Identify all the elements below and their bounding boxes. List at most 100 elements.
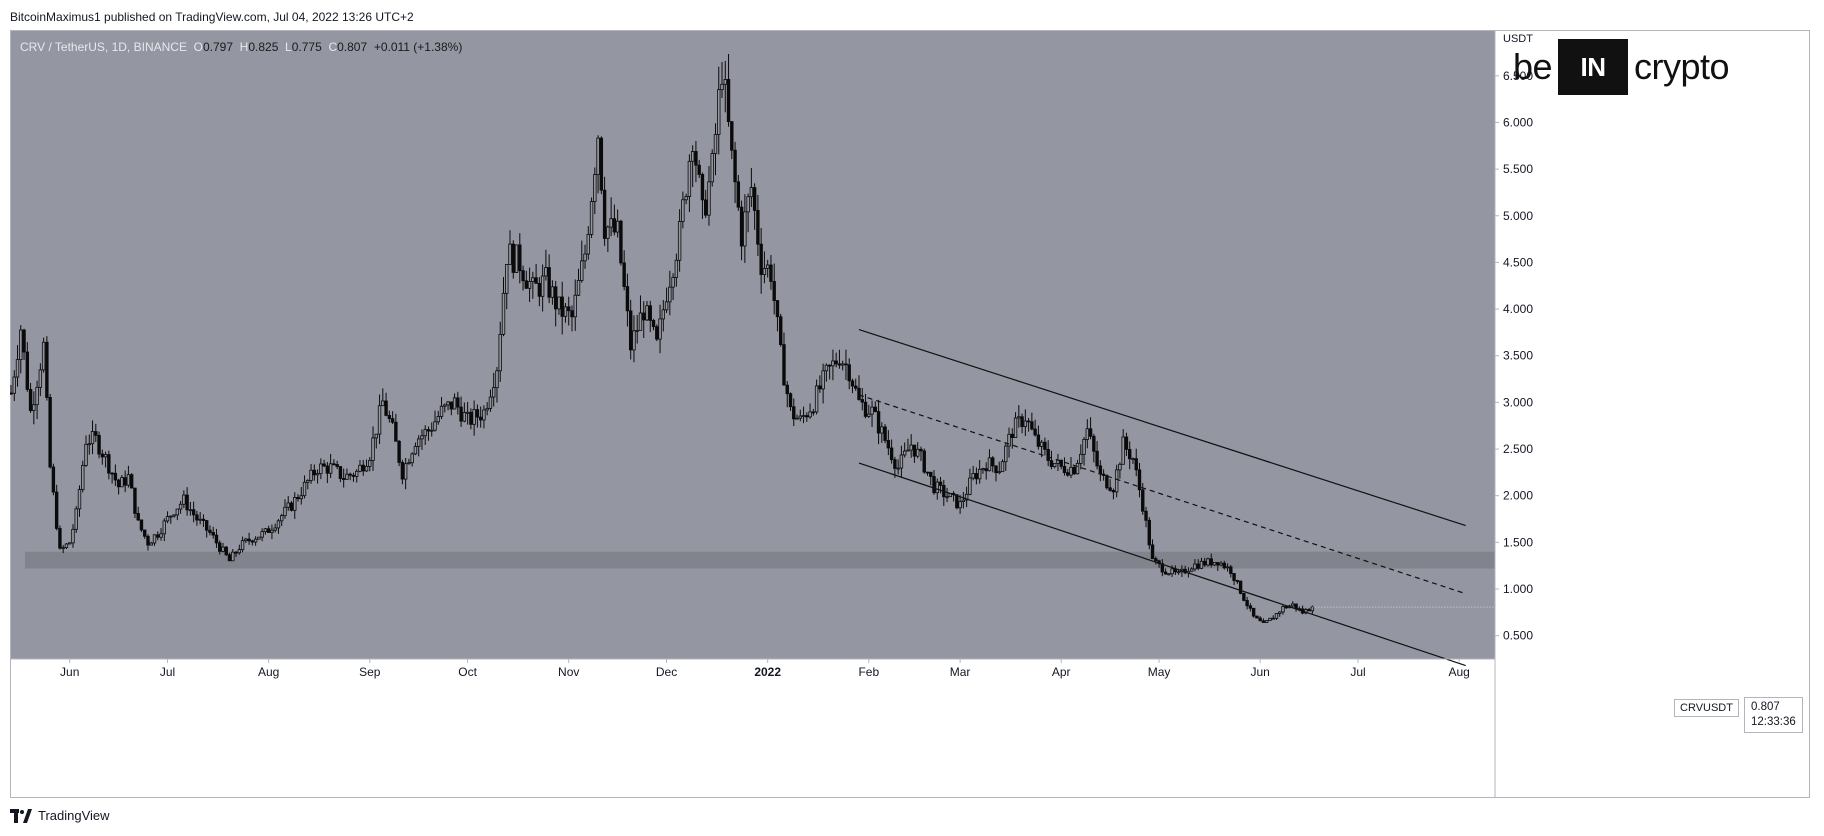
candle [632, 315, 636, 363]
candle [1082, 437, 1086, 466]
candle-body [211, 532, 215, 536]
candle [847, 358, 851, 390]
logo-text-be: be [1513, 46, 1553, 87]
tradingview-footer[interactable]: TradingView [10, 808, 110, 823]
candle [648, 300, 652, 333]
candle-body [932, 476, 936, 494]
candle-body [1229, 566, 1233, 574]
candle-body [227, 554, 232, 562]
candle-body [902, 450, 907, 456]
candle [687, 154, 692, 212]
candle-body [218, 542, 222, 552]
candle [1105, 474, 1109, 490]
candle [1251, 607, 1256, 618]
candle-body [1261, 620, 1266, 623]
candle-body [596, 137, 600, 175]
candle-body [746, 196, 750, 213]
candle [90, 420, 95, 455]
candle [260, 528, 264, 542]
candle-body [1167, 573, 1171, 576]
candle-body [1271, 617, 1275, 620]
candle-body [580, 260, 584, 281]
candle-body [234, 551, 238, 554]
candle-body [68, 542, 72, 545]
candle-body [1114, 469, 1119, 493]
candle [1134, 448, 1138, 477]
candle [925, 471, 930, 476]
candle-body [792, 406, 796, 420]
candle-body [390, 418, 395, 423]
candle-body [831, 360, 835, 367]
legend-symbol: CRV / TetherUS, 1D, BINANCE [20, 40, 187, 54]
candle-body [1291, 603, 1295, 607]
candle [593, 167, 597, 215]
candle-body [374, 433, 378, 439]
candle-body [560, 296, 564, 317]
candle [218, 540, 222, 555]
candle-body [1137, 469, 1142, 491]
candle [684, 193, 688, 205]
candle [671, 273, 675, 301]
legend-change: +0.011 (+1.38%) [373, 40, 463, 54]
candle-body [606, 226, 610, 239]
candle-body [929, 471, 933, 477]
candle [867, 404, 871, 418]
candle-body [371, 437, 375, 461]
candle-body [847, 364, 851, 382]
candle [459, 396, 463, 427]
candle [387, 410, 392, 423]
candle-body [1255, 615, 1259, 619]
time-tick-label: Aug [258, 665, 279, 679]
candle-body [1310, 606, 1315, 612]
candle-body [224, 546, 228, 556]
candlestick-chart[interactable]: 0.500 1.000 1.500 2.000 2.500 3.000 3.500 4.000… [10, 30, 1810, 798]
candle [625, 273, 630, 327]
candle-body [922, 450, 926, 473]
candle [720, 61, 724, 99]
candle [244, 537, 248, 544]
candle-body [540, 275, 545, 297]
candle [1124, 432, 1129, 457]
candle-body [759, 243, 763, 275]
candle [645, 300, 649, 321]
candle-body [1225, 566, 1230, 569]
candle-body [1203, 560, 1207, 566]
candle [266, 525, 271, 533]
candle [208, 525, 212, 536]
candle [1092, 433, 1096, 463]
legend-close-label: C [328, 40, 338, 54]
candle-body [655, 326, 659, 340]
candle [540, 264, 545, 312]
candle-body [84, 443, 88, 466]
candle-body [1216, 562, 1220, 566]
candle [394, 413, 398, 442]
candle [570, 305, 574, 332]
candle-body [782, 344, 786, 386]
candle [609, 197, 613, 237]
candle-body [632, 330, 636, 351]
candle [439, 396, 444, 420]
candle [146, 534, 150, 551]
candle-body [834, 360, 838, 365]
candle-body [416, 438, 421, 447]
candle-body [1235, 580, 1240, 582]
candle [1189, 567, 1194, 572]
symbol-price-tag: CRVUSDT [1674, 699, 1739, 717]
candle-body [1242, 593, 1246, 601]
candle-body [443, 404, 447, 407]
candle-body [485, 407, 489, 411]
last-price-tag: 0.807 12:33:36 [1744, 697, 1803, 733]
candle-body [100, 453, 105, 458]
candle-body [609, 218, 613, 228]
candle-body [430, 429, 434, 432]
price-tick-label: 2.000 [1503, 489, 1533, 503]
candle-body [971, 473, 975, 479]
candle-body [889, 447, 894, 461]
logo-text-crypto: crypto [1634, 46, 1730, 87]
legend-open-label: O [193, 40, 203, 54]
candle [961, 491, 966, 509]
candle-body [446, 401, 450, 406]
price-tick-label: 4.000 [1503, 302, 1533, 316]
bar-countdown: 12:33:36 [1751, 716, 1796, 728]
candle [195, 510, 199, 526]
